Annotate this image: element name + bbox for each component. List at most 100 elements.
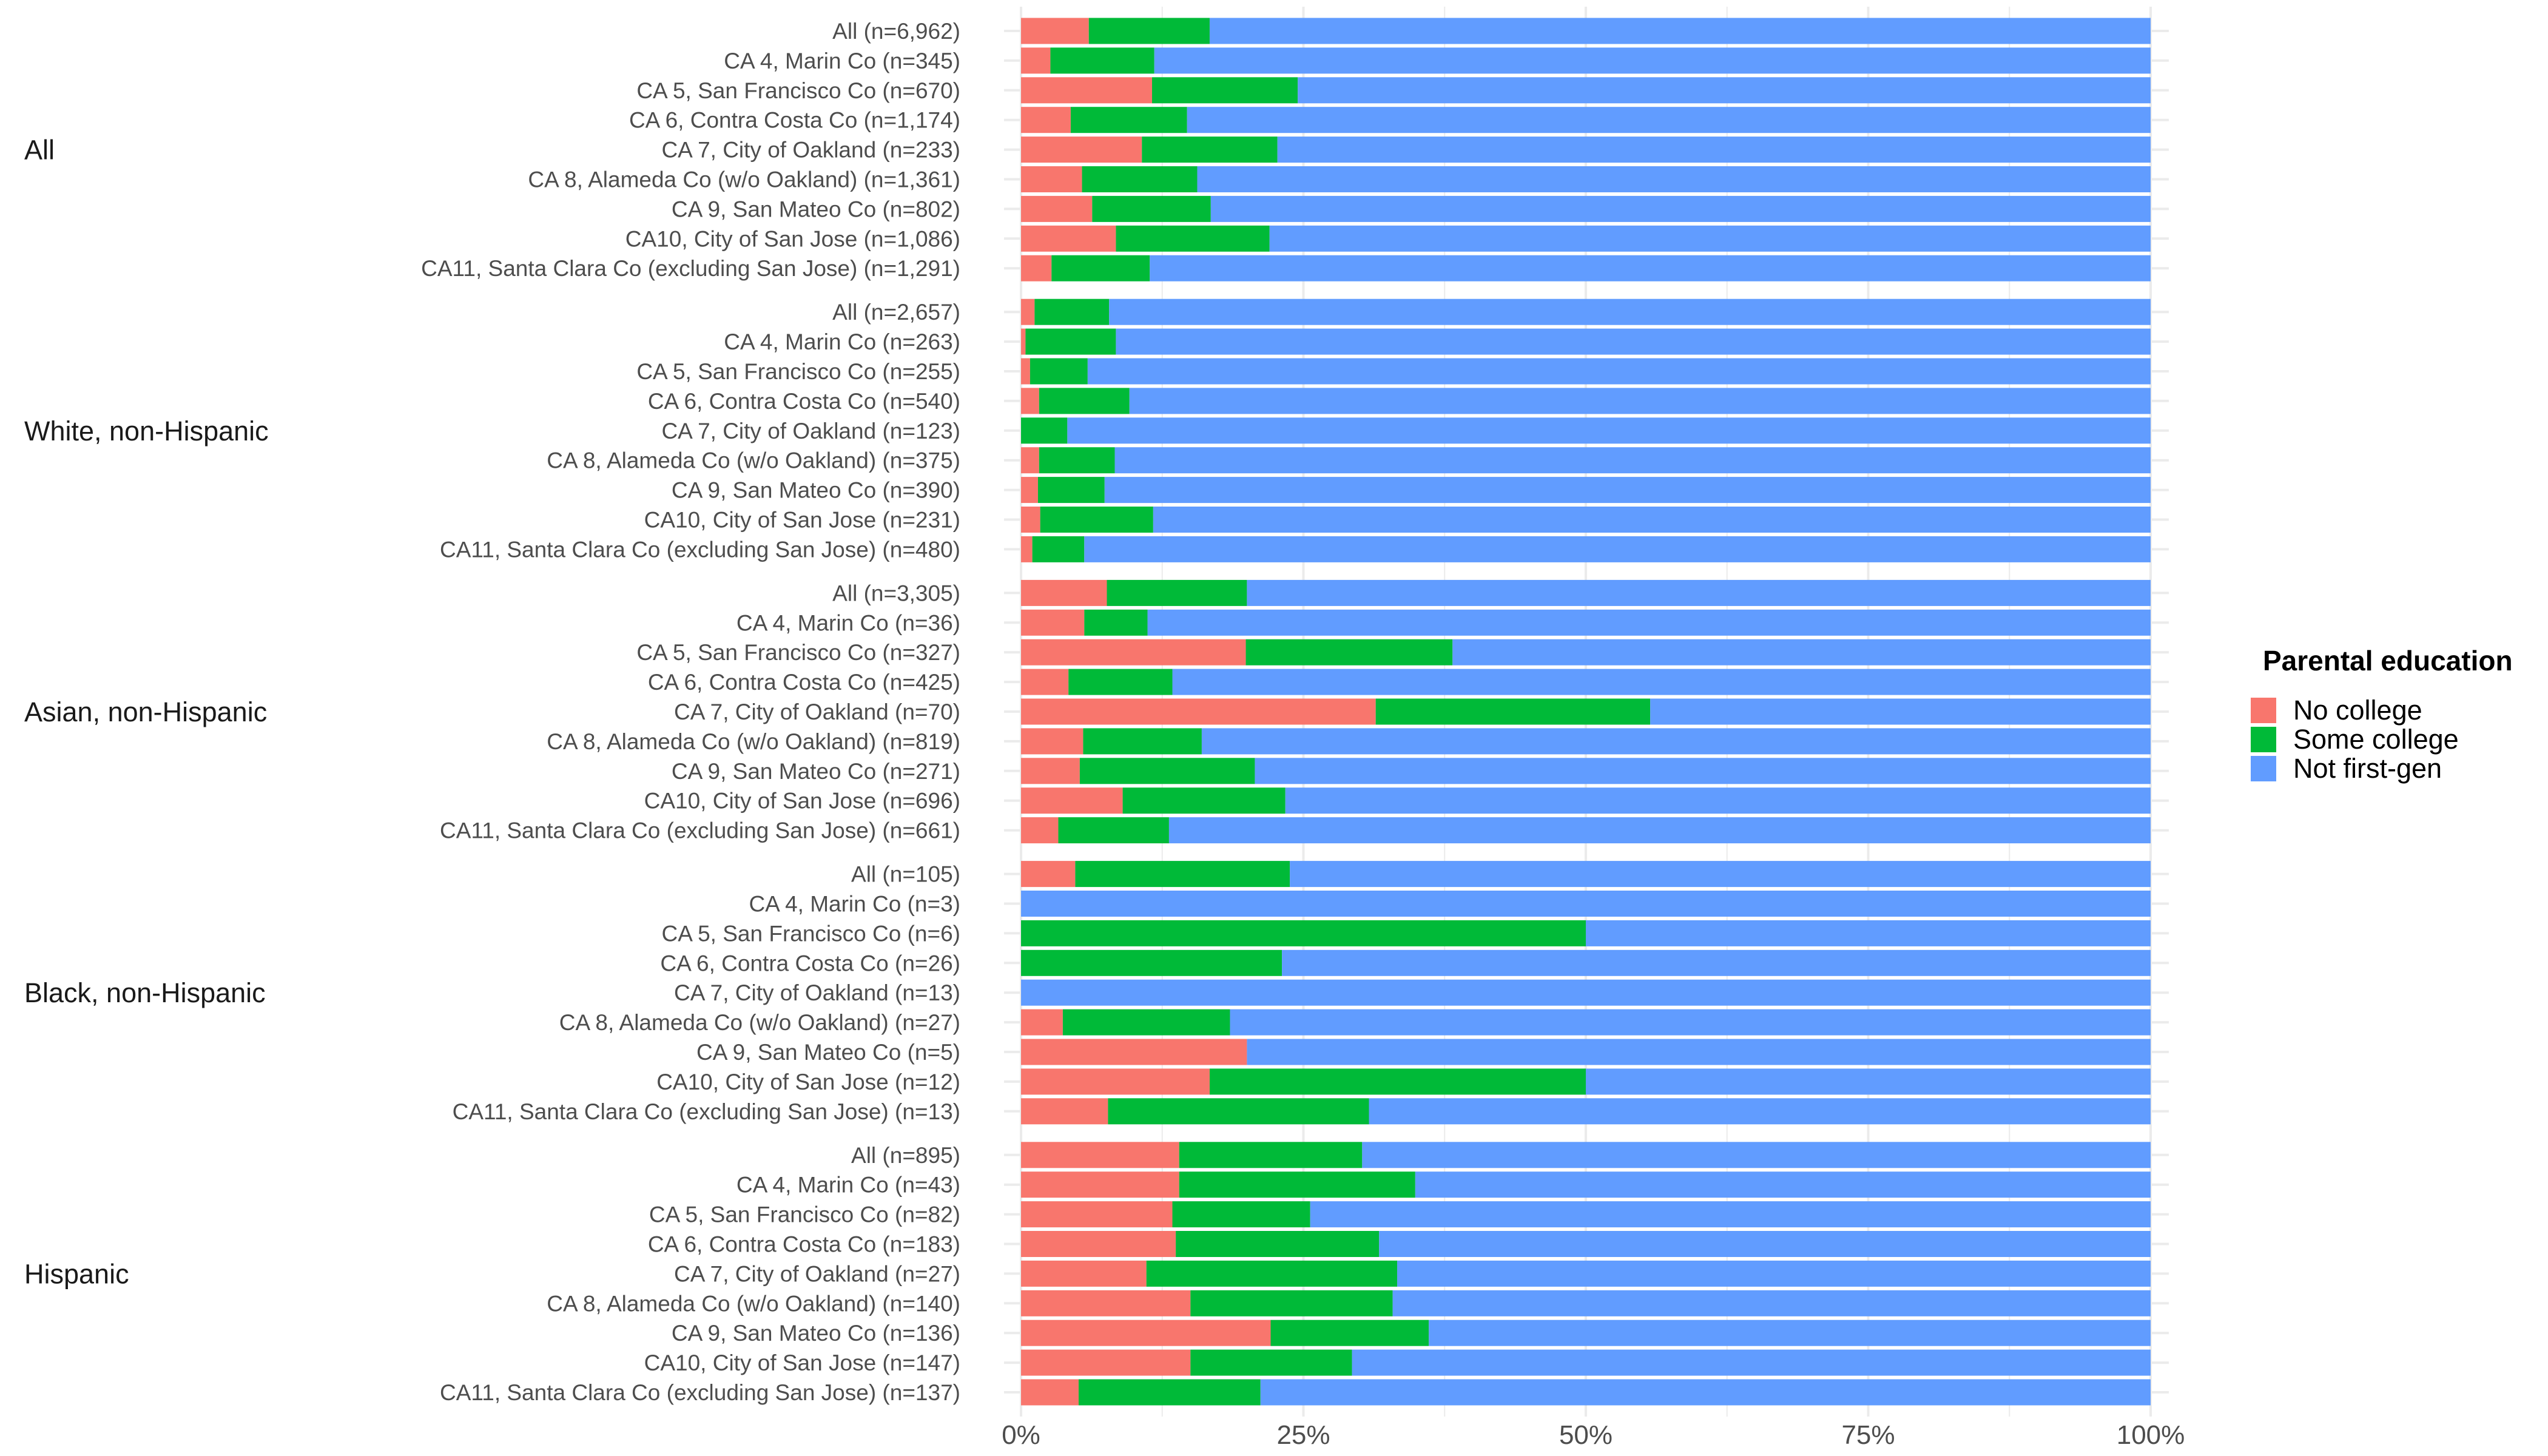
row-label: CA 4, Marin Co (n=263) [724, 329, 960, 354]
bar-segment-some-college [1068, 669, 1173, 695]
bar-segment-no-college [1021, 817, 1059, 844]
row-label: CA10, City of San Jose (n=231) [644, 508, 960, 533]
row-label: CA10, City of San Jose (n=1,086) [625, 226, 960, 251]
bar-segment-no-college [1021, 758, 1080, 784]
row-label: CA 7, City of Oakland (n=123) [661, 419, 960, 443]
bar-segment-no-college [1021, 358, 1030, 385]
row-label: CA11, Santa Clara Co (excluding San Jose… [440, 537, 960, 562]
bar-segment-not-first-gen [1397, 1260, 2151, 1287]
row-label: All (n=3,305) [832, 581, 960, 605]
row-label: CA 4, Marin Co (n=345) [724, 49, 960, 73]
bar-segment-not-first-gen [1260, 1379, 2151, 1406]
bar-segment-some-college [1151, 77, 1298, 104]
row-label: CA 7, City of Oakland (n=27) [674, 1261, 960, 1286]
bar-segment-no-college [1021, 166, 1082, 192]
bar-segment-some-college [1025, 328, 1116, 355]
bar-segment-no-college [1021, 1171, 1179, 1198]
bar-segment-some-college [1037, 477, 1105, 504]
row-label: CA 8, Alameda Co (w/o Oakland) (n=819) [547, 729, 960, 754]
bar-segment-no-college [1021, 639, 1246, 666]
bar-segment-some-college [1034, 298, 1110, 325]
row-label: CA 9, San Mateo Co (n=271) [672, 759, 960, 784]
row-label: CA 7, City of Oakland (n=13) [674, 980, 960, 1005]
bar-segment-no-college [1021, 1142, 1179, 1168]
bar-segment-some-college [1108, 1098, 1369, 1125]
row-label: CA 8, Alameda Co (w/o Oakland) (n=27) [559, 1010, 960, 1035]
group-label: Hispanic [24, 1258, 129, 1289]
row-label: CA11, Santa Clara Co (excluding San Jose… [440, 1380, 960, 1405]
row-label: CA 9, San Mateo Co (n=802) [672, 197, 960, 221]
bar-segment-some-college [1032, 536, 1085, 562]
bar-segment-some-college [1270, 1320, 1429, 1346]
bar-segment-some-college [1172, 1201, 1310, 1228]
row-label: CA 6, Contra Costa Co (n=183) [648, 1232, 960, 1257]
row-label: CA11, Santa Clara Co (excluding San Jose… [440, 818, 960, 843]
legend-swatch [2251, 698, 2276, 723]
bar-segment-not-first-gen [1021, 891, 2151, 917]
row-label: All (n=105) [851, 862, 960, 887]
row-label: CA11, Santa Clara Co (excluding San Jose… [421, 256, 960, 281]
legend-swatch [2251, 727, 2276, 752]
row-label: All (n=895) [851, 1143, 960, 1168]
bar-segment-not-first-gen [1201, 728, 2151, 755]
bar-segment-some-college [1375, 698, 1651, 725]
x-tick-label: 0% [1002, 1420, 1040, 1450]
bar-segment-not-first-gen [1290, 861, 2151, 888]
bar-segment-some-college [1021, 417, 1068, 444]
bar-segment-no-college [1021, 1068, 1210, 1095]
bar-segment-not-first-gen [1187, 107, 2151, 133]
bar-segment-some-college [1088, 18, 1210, 44]
bar-segment-some-college [1039, 388, 1130, 414]
bar-segment-not-first-gen [1415, 1171, 2151, 1198]
row-label: CA 7, City of Oakland (n=233) [661, 138, 960, 163]
bar-segment-some-college [1040, 507, 1153, 533]
bar-segment-some-college [1116, 225, 1270, 252]
bar-segment-not-first-gen [1153, 507, 2151, 533]
bar-segment-some-college [1209, 1068, 1586, 1095]
bar-segment-no-college [1021, 1290, 1191, 1316]
bar-segment-no-college [1021, 447, 1039, 474]
bar-segment-not-first-gen [1147, 609, 2151, 636]
bar-segment-some-college [1190, 1349, 1352, 1376]
bar-segment-no-college [1021, 1379, 1079, 1406]
bar-segment-no-college [1021, 507, 1040, 533]
bar-segment-no-college [1021, 328, 1026, 355]
row-label: CA 8, Alameda Co (w/o Oakland) (n=140) [547, 1291, 960, 1316]
bar-segment-not-first-gen [1650, 698, 2151, 725]
bar-segment-not-first-gen [1379, 1231, 2151, 1257]
bar-segment-no-college [1021, 1320, 1271, 1346]
bar-segment-not-first-gen [1210, 195, 2151, 222]
bar-segment-some-college [1083, 728, 1202, 755]
bar-segment-not-first-gen [1084, 536, 2151, 562]
bar-segment-no-college [1021, 195, 1093, 222]
bar-segment-no-college [1021, 18, 1089, 44]
bar-segment-some-college [1146, 1260, 1398, 1287]
bar-segment-some-college [1075, 861, 1290, 888]
bar-segment-some-college [1142, 136, 1278, 163]
bar-segment-no-college [1021, 388, 1039, 414]
bar-segment-not-first-gen [1285, 787, 2151, 814]
bar-segment-some-college [1084, 609, 1148, 636]
legend-label: No college [2293, 695, 2422, 726]
row-label: CA10, City of San Jose (n=147) [644, 1350, 960, 1375]
bar-segment-some-college [1179, 1142, 1363, 1168]
group-label: Asian, non-Hispanic [24, 696, 267, 727]
x-tick-label: 50% [1559, 1420, 1613, 1450]
bar-segment-not-first-gen [1586, 1068, 2151, 1095]
bar-segment-no-college [1021, 536, 1033, 562]
bar-segment-no-college [1021, 669, 1069, 695]
row-label: CA 5, San Francisco Co (n=327) [636, 640, 960, 665]
x-axis-tick-labels: 0% 25% 50% 75% 100% [1002, 1420, 2185, 1450]
bar-segment-not-first-gen [1114, 447, 2151, 474]
row-label: CA 6, Contra Costa Co (n=26) [660, 951, 960, 976]
bar-segment-not-first-gen [1247, 579, 2151, 606]
bar-segment-some-college [1021, 920, 1586, 946]
bar-segment-not-first-gen [1154, 47, 2151, 74]
bar-segment-no-college [1021, 1009, 1063, 1036]
row-label: CA 4, Marin Co (n=43) [736, 1173, 960, 1198]
row-label: CA 4, Marin Co (n=36) [736, 610, 960, 635]
bar-segment-not-first-gen [1129, 388, 2151, 414]
bar-segment-no-college [1021, 1260, 1147, 1287]
